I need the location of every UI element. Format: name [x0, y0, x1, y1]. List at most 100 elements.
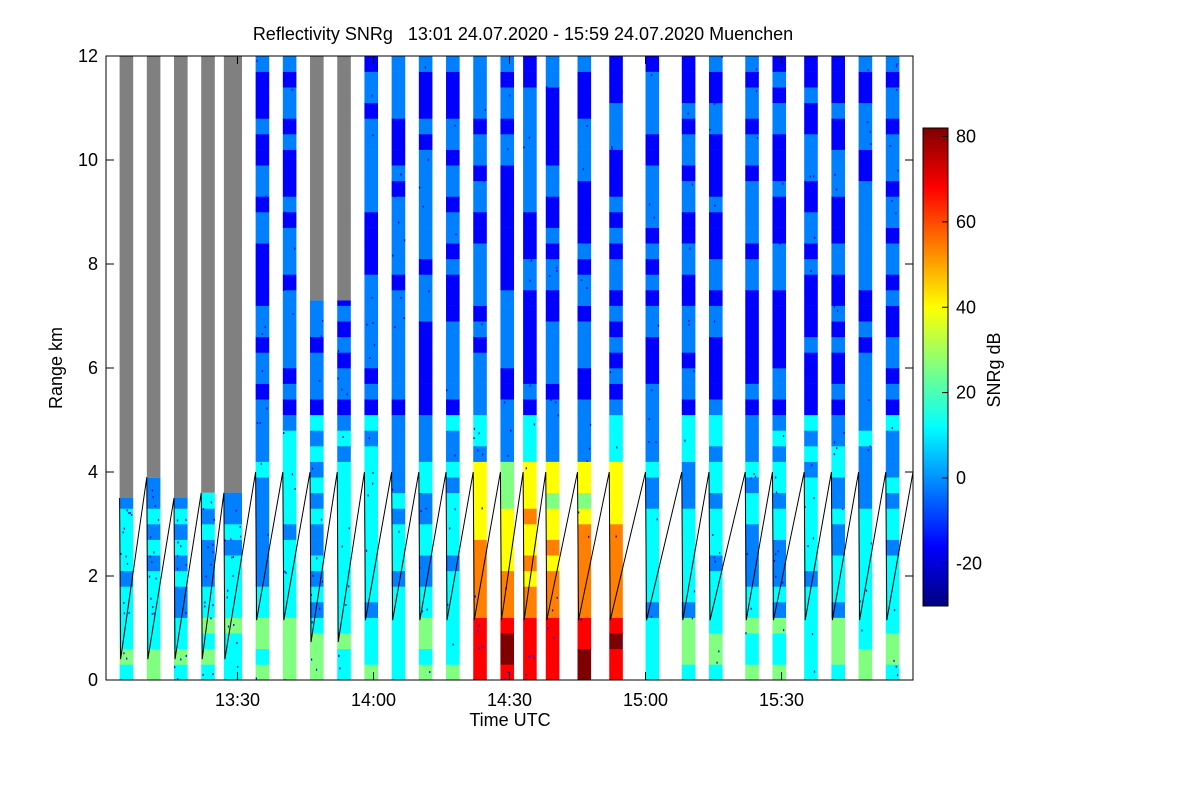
snr-cell	[282, 368, 297, 384]
noise-speck	[648, 418, 650, 421]
no-signal-region	[201, 56, 215, 493]
snr-cell	[772, 368, 787, 384]
snr-cell	[772, 539, 787, 556]
snr-cell	[523, 368, 537, 384]
snr-cell	[772, 165, 787, 182]
colorbar-label: SNRg dB	[984, 332, 1004, 407]
snr-cell	[545, 570, 560, 587]
noise-speck	[400, 152, 402, 155]
snr-cell	[282, 477, 297, 494]
snr-cell	[310, 430, 324, 447]
snr-cell	[523, 336, 537, 353]
snr-cell	[681, 56, 696, 72]
noise-speck	[867, 68, 869, 71]
noise-speck	[807, 545, 809, 548]
snr-cell	[804, 570, 818, 587]
snr-cell	[545, 461, 560, 478]
snr-cell	[609, 508, 623, 525]
snr-cell	[858, 87, 873, 104]
noise-speck	[266, 407, 268, 410]
snr-cell	[201, 633, 215, 650]
snr-cell	[446, 305, 460, 322]
snr-cell	[545, 227, 560, 244]
snr-cell	[282, 243, 297, 260]
snr-cell	[391, 274, 406, 291]
noise-speck	[915, 135, 916, 137]
snr-cell	[804, 118, 818, 135]
snr-cell	[500, 399, 515, 416]
noise-speck	[428, 290, 430, 293]
snr-cell	[255, 383, 270, 400]
snr-cell	[282, 617, 297, 634]
noise-speck	[784, 350, 786, 353]
snr-cell	[681, 243, 696, 260]
noise-speck	[400, 173, 402, 176]
snr-cell	[545, 352, 560, 369]
snr-cell	[745, 414, 759, 431]
snr-cell	[577, 399, 592, 416]
snr-cell	[681, 430, 696, 447]
noise-speck	[422, 205, 424, 208]
snr-cell	[473, 664, 487, 680]
snr-cell	[831, 508, 845, 525]
snr-cell	[858, 258, 873, 275]
snr-cell	[282, 305, 297, 322]
snr-cell	[523, 71, 537, 88]
noise-speck	[528, 655, 530, 658]
snr-cell	[473, 102, 487, 119]
snr-cell	[146, 664, 161, 680]
snr-cell	[745, 570, 759, 587]
snr-cell	[418, 383, 433, 400]
noise-speck	[836, 309, 839, 312]
noise-speck	[780, 311, 783, 314]
noise-speck	[611, 147, 613, 150]
snr-cell	[858, 118, 873, 135]
noise-speck	[895, 212, 897, 215]
noise-speck	[861, 629, 863, 632]
scan-block	[545, 56, 560, 680]
snr-cell	[391, 586, 406, 603]
snr-cell	[708, 227, 723, 244]
snr-cell	[418, 617, 433, 634]
snr-cell	[446, 149, 460, 166]
snr-cell	[745, 461, 759, 478]
snr-cell	[645, 414, 660, 431]
snr-cell	[577, 555, 592, 572]
snr-cell	[473, 290, 487, 306]
snr-cell	[473, 477, 487, 494]
noise-speck	[812, 537, 815, 540]
noise-speck	[259, 422, 261, 425]
snr-cell	[745, 492, 759, 509]
snr-cell	[174, 648, 188, 665]
snr-cell	[804, 258, 818, 275]
noise-speck	[895, 65, 898, 68]
noise-speck	[870, 542, 872, 545]
snr-cell	[708, 243, 723, 260]
snr-cell	[885, 180, 900, 197]
snr-cell	[858, 414, 873, 431]
y-tick-label: 10	[78, 150, 98, 170]
snr-cell	[223, 648, 243, 665]
noise-speck	[533, 423, 535, 426]
snr-cell	[772, 149, 787, 166]
snr-cell	[858, 570, 873, 587]
snr-cell	[174, 508, 188, 525]
snr-cell	[282, 383, 297, 400]
snr-cell	[391, 461, 406, 478]
noise-speck	[508, 186, 510, 189]
snr-cell	[337, 352, 351, 369]
snr-cell	[745, 71, 759, 88]
snr-cell	[500, 555, 515, 572]
noise-speck	[454, 508, 456, 511]
snr-cell	[745, 243, 759, 260]
snr-cell	[446, 664, 460, 680]
noise-speck	[369, 357, 371, 360]
snr-cell	[708, 383, 723, 400]
snr-cell	[772, 118, 787, 135]
snr-cell	[831, 539, 845, 556]
snr-cell	[609, 134, 623, 150]
noise-speck	[914, 680, 915, 682]
noise-speck	[782, 182, 784, 185]
snr-cell	[310, 399, 324, 416]
noise-speck	[867, 121, 869, 124]
